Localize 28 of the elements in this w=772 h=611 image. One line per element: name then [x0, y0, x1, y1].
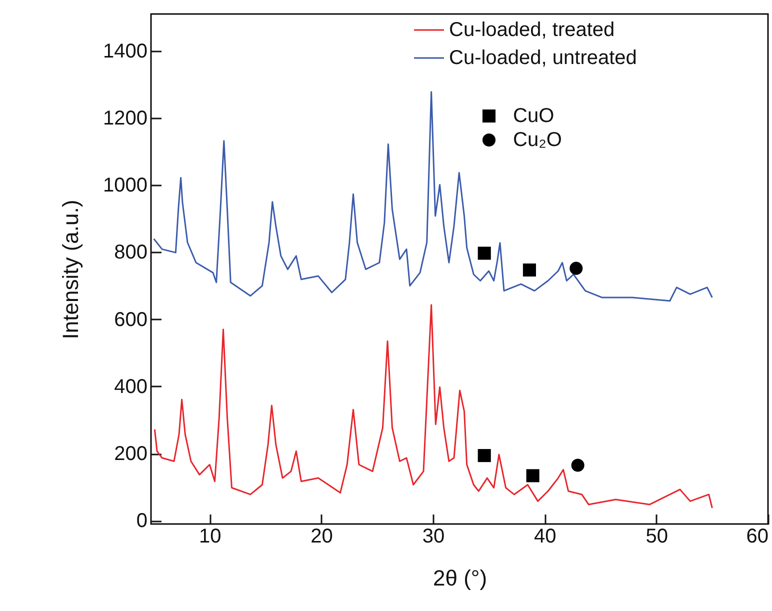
x-tick-label: 50: [646, 526, 668, 548]
y-tick-label: 0: [136, 510, 148, 532]
x-tick-label: 40: [534, 526, 556, 548]
y-tick-label: 800: [114, 242, 148, 264]
y-tick-label: 400: [114, 376, 148, 398]
y-tick-label: 600: [114, 308, 148, 331]
x-axis-title: 2θ (°): [432, 566, 488, 590]
x-tick-label: 30: [422, 526, 445, 548]
point: [478, 246, 491, 260]
point: [522, 263, 536, 277]
y-tick-label: 1000: [103, 174, 148, 197]
x-tick-label: 60: [746, 526, 768, 548]
y-tick-label: 1400: [103, 40, 148, 62]
legend-label: CuO: [513, 105, 554, 127]
line-series: [154, 304, 713, 509]
legend-label: Cu-loaded, untreated: [449, 47, 637, 69]
legend-label: Cu-loaded, treated: [449, 19, 615, 41]
point: [571, 458, 584, 472]
point: [478, 449, 491, 462]
y-tick-label: 200: [114, 443, 148, 466]
point: [526, 469, 540, 482]
y-tick-label: 1200: [103, 108, 148, 130]
y-axis-title: Intensity (a.u.): [58, 200, 84, 340]
line-series: [153, 91, 713, 302]
x-tick-label: 10: [199, 526, 222, 548]
x-tick-label: 20: [310, 526, 333, 548]
point: [570, 262, 583, 275]
legend-label: Cu₂O: [513, 129, 562, 151]
